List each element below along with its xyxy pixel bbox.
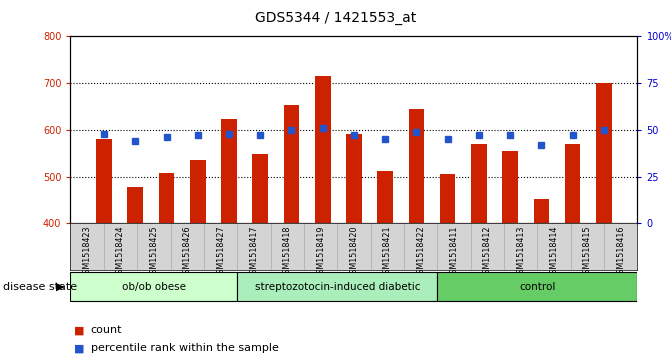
Bar — [190, 160, 205, 223]
Bar — [284, 105, 299, 223]
Text: ■: ■ — [74, 343, 85, 354]
Bar — [565, 144, 580, 223]
Bar — [471, 144, 486, 223]
Text: GDS5344 / 1421553_at: GDS5344 / 1421553_at — [255, 11, 416, 25]
Bar — [346, 134, 362, 223]
Text: GSM1518426: GSM1518426 — [183, 225, 192, 279]
Text: GSM1518413: GSM1518413 — [516, 225, 525, 279]
Text: GSM1518414: GSM1518414 — [550, 225, 558, 279]
Bar — [503, 151, 518, 223]
Bar — [70, 272, 238, 301]
Text: GSM1518412: GSM1518412 — [483, 225, 492, 279]
Text: percentile rank within the sample: percentile rank within the sample — [91, 343, 278, 354]
Bar — [315, 76, 331, 223]
Bar — [377, 171, 393, 223]
Bar — [127, 187, 143, 223]
Text: GSM1518422: GSM1518422 — [416, 225, 425, 279]
Text: GSM1518425: GSM1518425 — [150, 225, 158, 279]
Bar — [159, 173, 174, 223]
Text: GSM1518423: GSM1518423 — [83, 225, 92, 279]
Bar — [238, 272, 437, 301]
Text: count: count — [91, 325, 122, 335]
Text: GSM1518419: GSM1518419 — [316, 225, 325, 279]
Text: GSM1518411: GSM1518411 — [450, 225, 458, 279]
Text: GSM1518420: GSM1518420 — [350, 225, 358, 279]
Text: GSM1518417: GSM1518417 — [250, 225, 258, 279]
Text: streptozotocin-induced diabetic: streptozotocin-induced diabetic — [254, 282, 420, 292]
Bar — [96, 139, 112, 223]
Bar — [437, 272, 637, 301]
Text: GSM1518416: GSM1518416 — [616, 225, 625, 279]
Text: GSM1518418: GSM1518418 — [282, 225, 292, 279]
Text: GSM1518421: GSM1518421 — [382, 225, 392, 279]
Bar — [533, 199, 549, 223]
Bar — [221, 119, 237, 223]
Bar — [440, 174, 456, 223]
Text: control: control — [519, 282, 556, 292]
Text: ▶: ▶ — [56, 282, 64, 292]
Text: ■: ■ — [74, 325, 85, 335]
Text: GSM1518424: GSM1518424 — [116, 225, 125, 279]
Text: GSM1518415: GSM1518415 — [583, 225, 592, 279]
Bar — [409, 109, 424, 223]
Text: disease state: disease state — [3, 282, 77, 292]
Bar — [252, 154, 268, 223]
Bar — [596, 83, 612, 223]
Text: ob/ob obese: ob/ob obese — [122, 282, 186, 292]
Text: GSM1518427: GSM1518427 — [216, 225, 225, 279]
